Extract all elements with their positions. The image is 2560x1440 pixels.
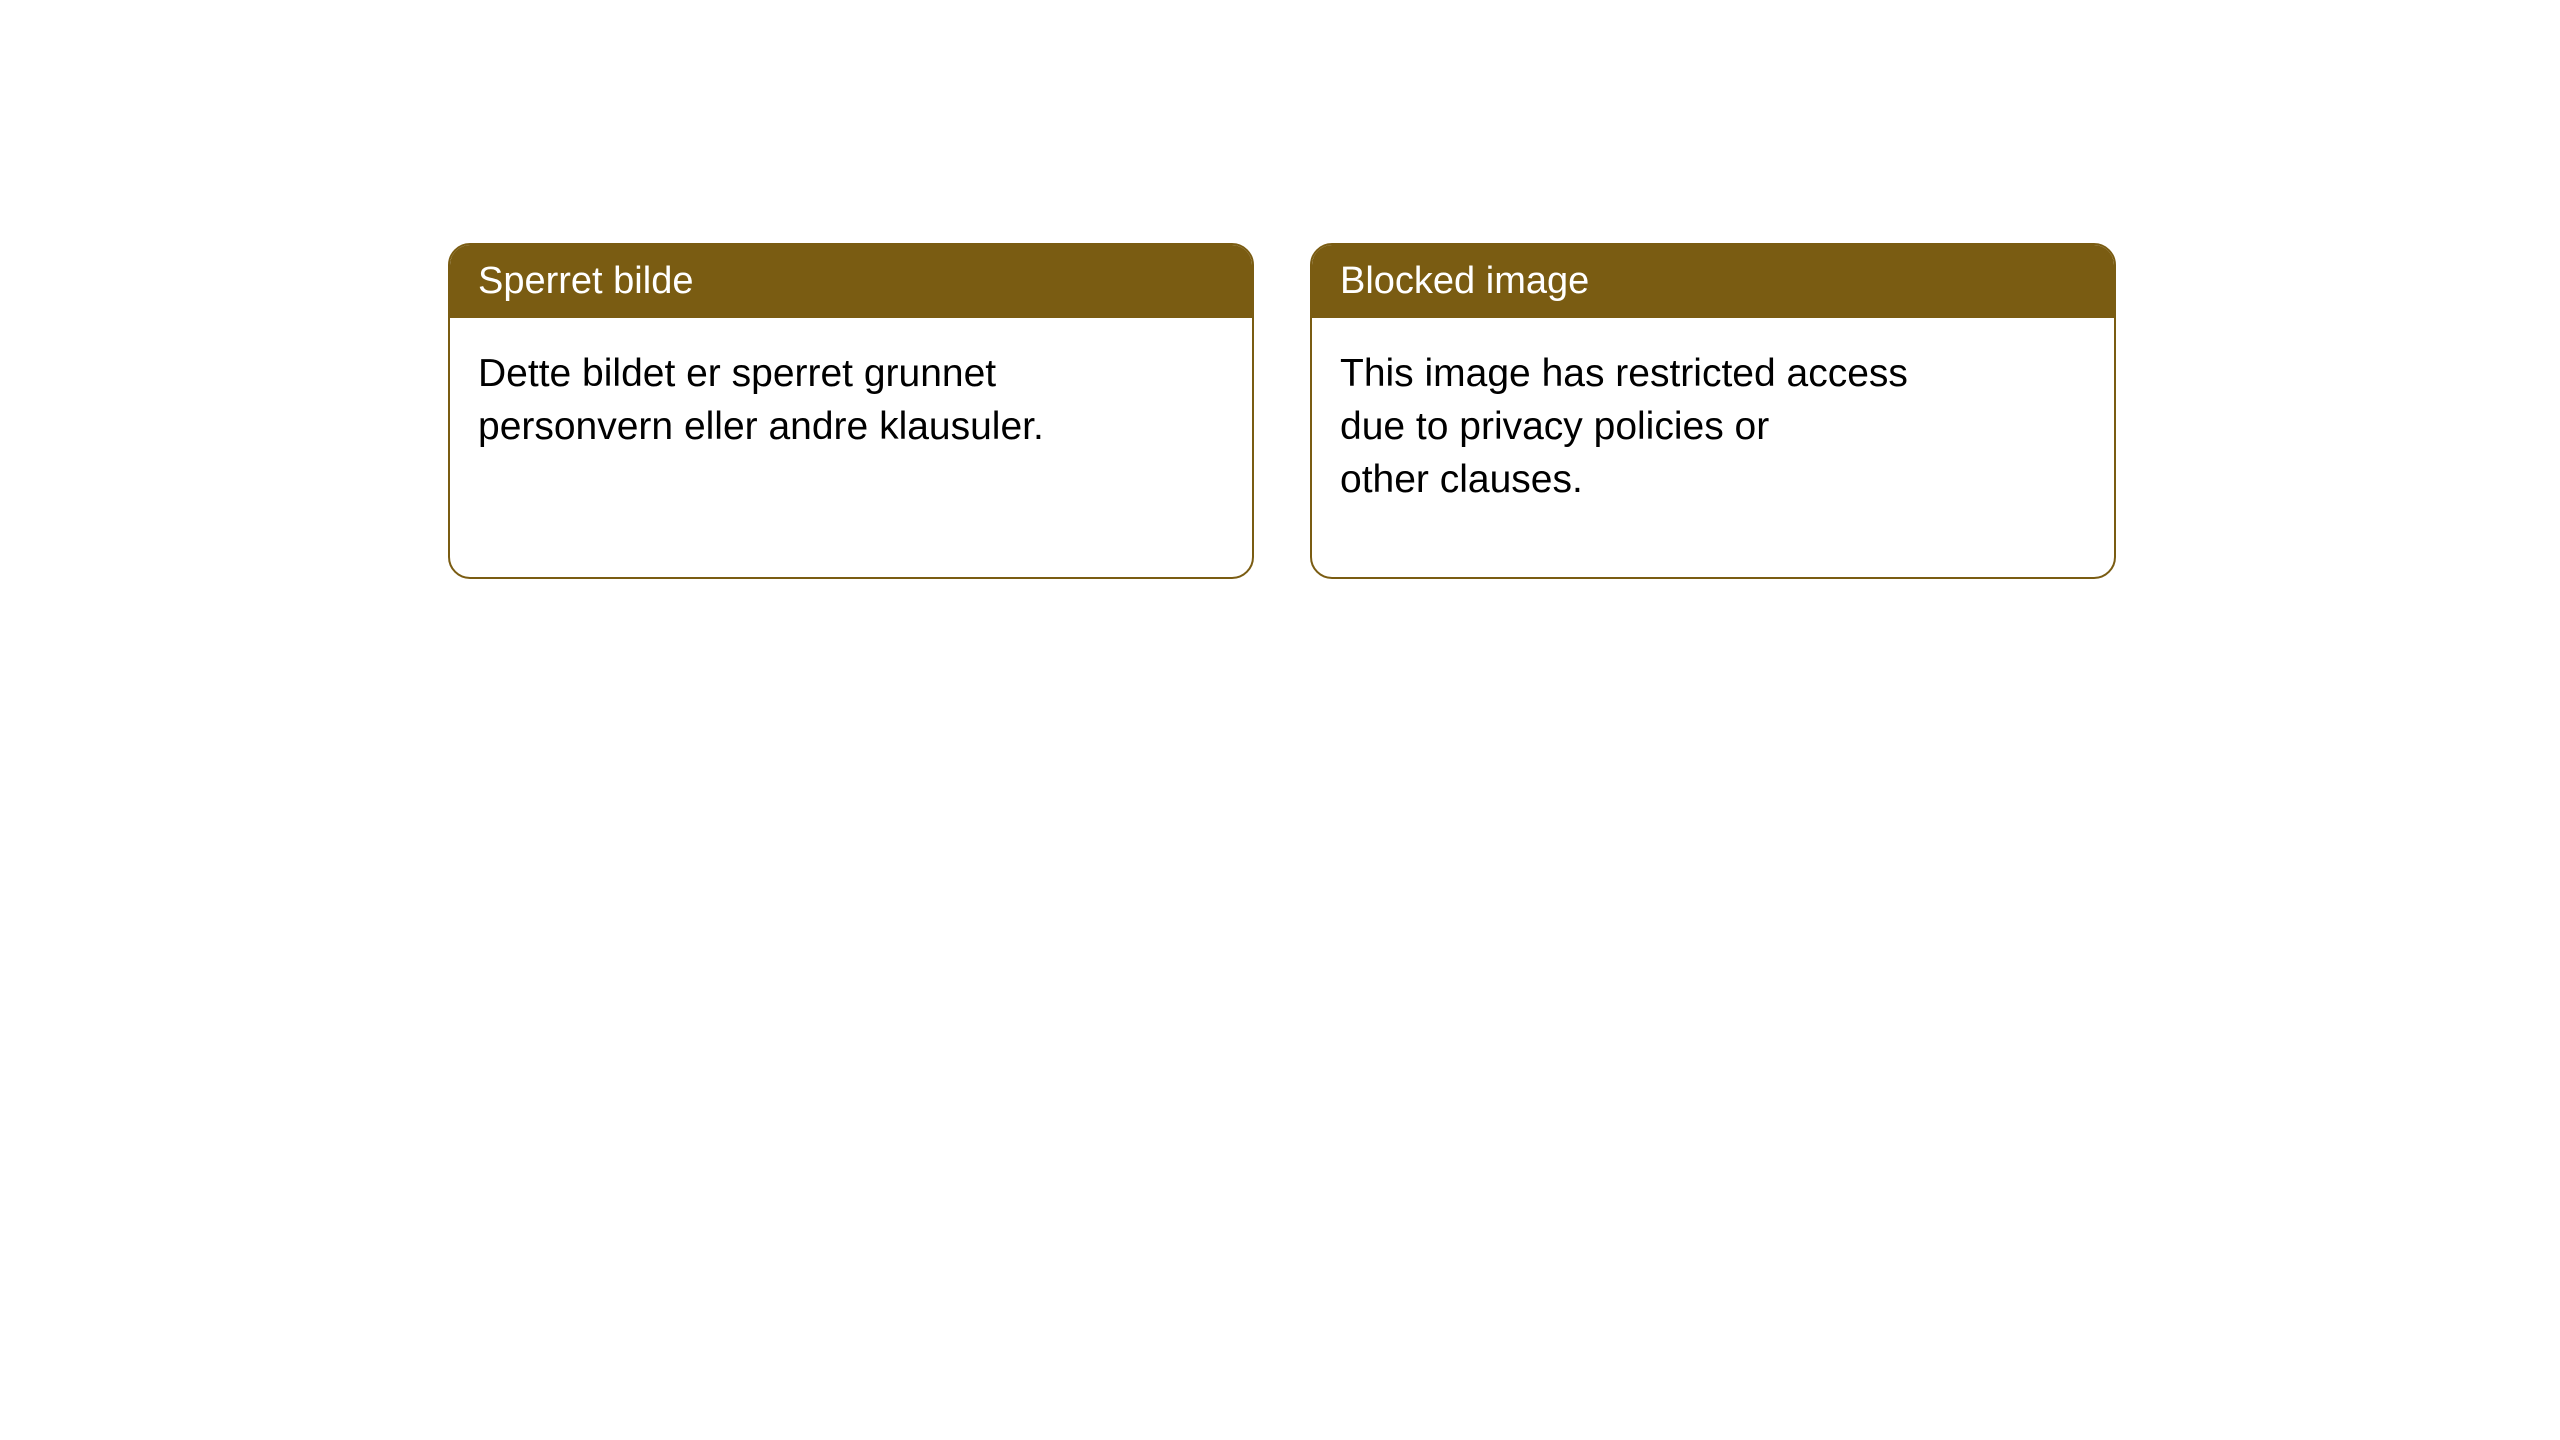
notice-message-english: This image has restricted access due to … (1312, 318, 2114, 536)
notice-card-norwegian: Sperret bilde Dette bildet er sperret gr… (448, 243, 1254, 579)
notice-message-norwegian: Dette bildet er sperret grunnet personve… (450, 318, 1252, 483)
notice-title-english: Blocked image (1312, 245, 2114, 318)
notice-card-english: Blocked image This image has restricted … (1310, 243, 2116, 579)
notice-container: Sperret bilde Dette bildet er sperret gr… (448, 243, 2116, 579)
notice-title-norwegian: Sperret bilde (450, 245, 1252, 318)
